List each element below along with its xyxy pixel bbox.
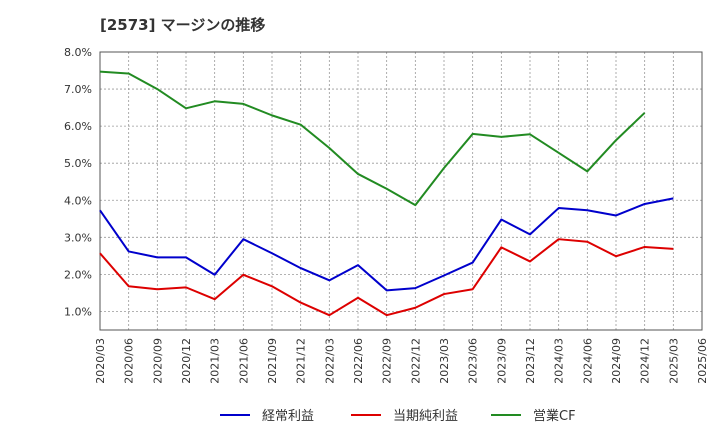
x-tick-label: 2024/12 (639, 338, 652, 384)
series-line-2 (99, 238, 674, 317)
y-tick-label: 3.0% (64, 231, 92, 244)
x-tick-label: 2020/06 (123, 338, 136, 384)
chart-title: [2573] マージンの推移 (100, 16, 266, 34)
legend-label-3: 営業CF (533, 408, 576, 424)
x-tick-label: 2020/12 (180, 338, 193, 384)
x-tick-label: 2025/06 (696, 338, 709, 384)
x-tick-label: 2023/09 (495, 338, 508, 384)
y-tick-label: 7.0% (64, 83, 92, 96)
x-tick-label: 2024/09 (610, 338, 623, 384)
x-tick-label: 2020/09 (151, 338, 164, 384)
y-tick-label: 5.0% (64, 157, 92, 170)
y-tick-label: 1.0% (64, 305, 92, 318)
x-tick-label: 2023/03 (438, 338, 451, 384)
x-tick-label: 2024/06 (581, 338, 594, 384)
x-tick-label: 2021/03 (209, 338, 222, 384)
y-tick-label: 6.0% (64, 120, 92, 133)
x-tick-label: 2023/12 (524, 338, 537, 384)
legend-label-2: 当期純利益 (393, 409, 458, 424)
legend-label-1: 経常利益 (262, 409, 314, 424)
x-tick-label: 2024/03 (553, 338, 566, 384)
x-tick-label: 2021/09 (266, 338, 279, 384)
y-tick-label: 4.0% (64, 194, 92, 207)
y-tick-label: 2.0% (64, 268, 92, 281)
x-tick-label: 2021/06 (237, 338, 250, 384)
x-tick-label: 2022/06 (352, 338, 365, 384)
x-tick-label: 2021/12 (295, 338, 308, 384)
y-tick-label: 8.0% (64, 46, 92, 59)
x-tick-label: 2022/12 (409, 338, 422, 384)
plot-frame (99, 51, 703, 331)
series-line-1 (99, 197, 674, 292)
series-line-3 (99, 70, 646, 207)
x-tick-label: 2025/03 (667, 338, 680, 384)
x-tick-label: 2022/09 (381, 338, 394, 384)
x-tick-label: 2023/06 (467, 338, 480, 384)
x-tick-label: 2022/03 (323, 338, 336, 384)
x-tick-label: 2020/03 (94, 338, 107, 384)
